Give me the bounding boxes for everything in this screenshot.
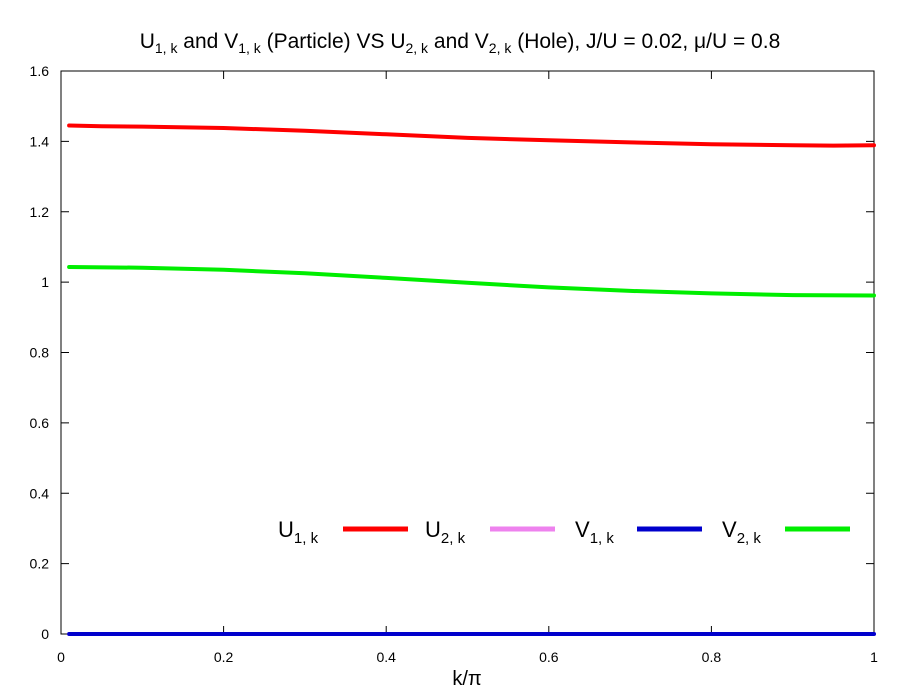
series-layer: [67, 123, 876, 636]
x-tick-label: 0.6: [539, 649, 559, 665]
x-tick-label: 0: [57, 649, 65, 665]
y-tick-label: 0.4: [30, 485, 50, 501]
series-line-v2-k: [67, 265, 876, 298]
chart-title: U1, k and V1, k (Particle) VS U2, k and …: [140, 30, 781, 56]
plot-frame: [60, 70, 875, 635]
y-tick-label: 1.6: [30, 63, 50, 79]
x-tick-label: 0.8: [702, 649, 722, 665]
legend-label: V2, k: [722, 517, 761, 547]
y-tick-label: 0.6: [30, 415, 50, 431]
x-tick-label: 1: [870, 649, 878, 665]
y-tick-label: 1.2: [30, 204, 50, 220]
legend-label: U2, k: [425, 517, 466, 547]
legend-label: U1, k: [278, 517, 319, 547]
x-axis: 0 0.2 0.4 0.6 0.8 1: [57, 71, 878, 665]
y-axis: 0 0.2 0.4 0.6 0.8 1 1.2 1.4 1.6: [30, 63, 874, 642]
x-tick-label: 0.2: [214, 649, 234, 665]
legend-label: V1, k: [575, 517, 614, 547]
y-tick-label: 0.2: [30, 556, 50, 572]
legend: U1, k U2, k V1, k V2, k: [278, 517, 850, 547]
y-tick-label: 0: [41, 626, 49, 642]
y-tick-label: 1: [41, 274, 49, 290]
y-tick-label: 1.4: [30, 133, 50, 149]
x-tick-label: 0.4: [376, 649, 396, 665]
series-line-u1-k: [67, 123, 876, 148]
y-tick-label: 0.8: [30, 345, 50, 361]
x-axis-label: k/π: [452, 668, 481, 690]
